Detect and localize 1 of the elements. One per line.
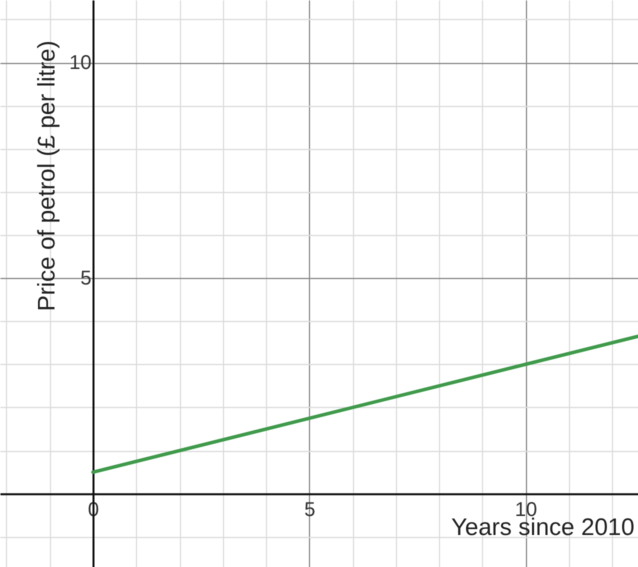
y-axis-title: Price of petrol (£ per litre) [33, 40, 60, 312]
